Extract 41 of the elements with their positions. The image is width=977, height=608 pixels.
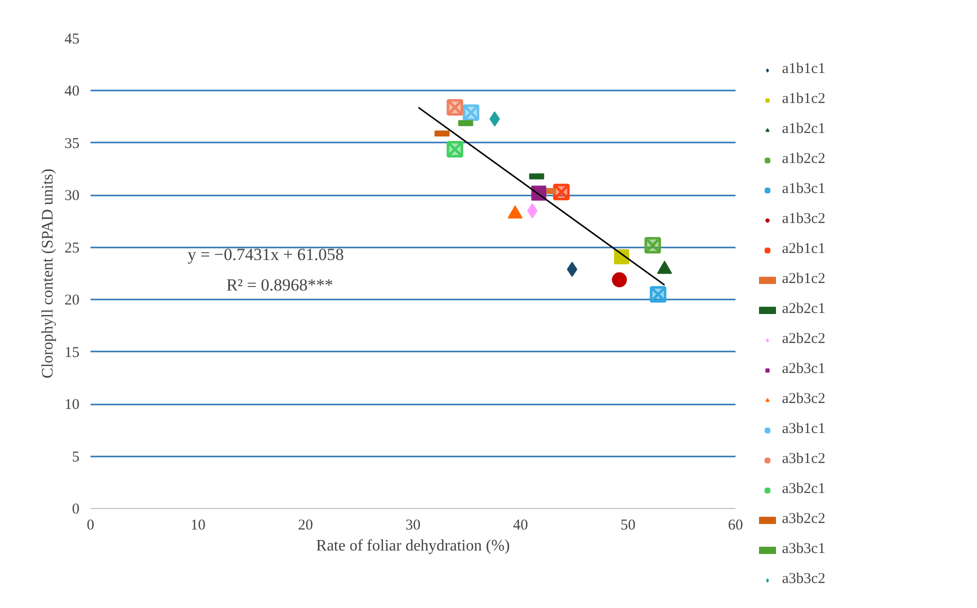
y-tick-label: 30 (64, 188, 80, 204)
x-tick-label: 30 (406, 518, 420, 534)
x-axis-title: Rate of foliar dehydration (%) (316, 538, 510, 554)
annotation: y = −0.7431x + 61.058 (188, 245, 344, 264)
x-tick-label: 10 (190, 518, 206, 534)
legend-label: a1b2c1 (782, 120, 826, 139)
x-tick-label: 40 (513, 518, 528, 534)
x-tick-label: 20 (298, 518, 313, 534)
legend-label: a2b3c1 (782, 360, 826, 379)
legend-label: a2b2c2 (782, 330, 826, 349)
legend-label: a2b3c2 (782, 390, 826, 409)
legend-label: a3b1c2 (782, 450, 826, 469)
y-tick-label: 0 (72, 502, 80, 518)
point (566, 262, 578, 277)
y-axis-title: Clorophyll content (SPAD units) (40, 168, 56, 378)
legend-label: a3b1c1 (782, 420, 826, 439)
legend-label: a1b3c1 (782, 180, 826, 199)
legend-label: a1b1c1 (782, 60, 826, 79)
legend-label: a1b1c2 (782, 90, 826, 109)
y-tick-label: 40 (64, 84, 80, 100)
legend-label: a2b1c1 (782, 240, 826, 259)
y-tick-label: 5 (72, 449, 80, 466)
x-tick-label: 0 (86, 518, 94, 534)
legend-label: a3b3c2 (782, 570, 826, 589)
y-tick-label: 20 (64, 292, 80, 309)
x-tick-label: 60 (728, 518, 743, 534)
legend-label: a1b2c2 (782, 150, 826, 169)
legend-label: a3b3c1 (782, 540, 826, 559)
x-tick-label: 50 (620, 518, 636, 534)
legend-label: a3b2c1 (782, 480, 826, 499)
legend-label: a1b3c2 (782, 210, 826, 229)
legend-label: a2b2c1 (782, 300, 826, 319)
y-tick-label: 10 (64, 397, 80, 414)
annotation: R² = 0.8968*** (226, 275, 334, 294)
y-tick-label: 35 (64, 136, 80, 152)
y-tick-label: 15 (64, 344, 80, 361)
point (612, 272, 627, 288)
legend-label: a2b1c2 (782, 270, 826, 289)
legend-label: a3b2c2 (782, 510, 826, 529)
y-tick-label: 25 (64, 240, 80, 256)
y-tick-label: 45 (64, 32, 80, 48)
